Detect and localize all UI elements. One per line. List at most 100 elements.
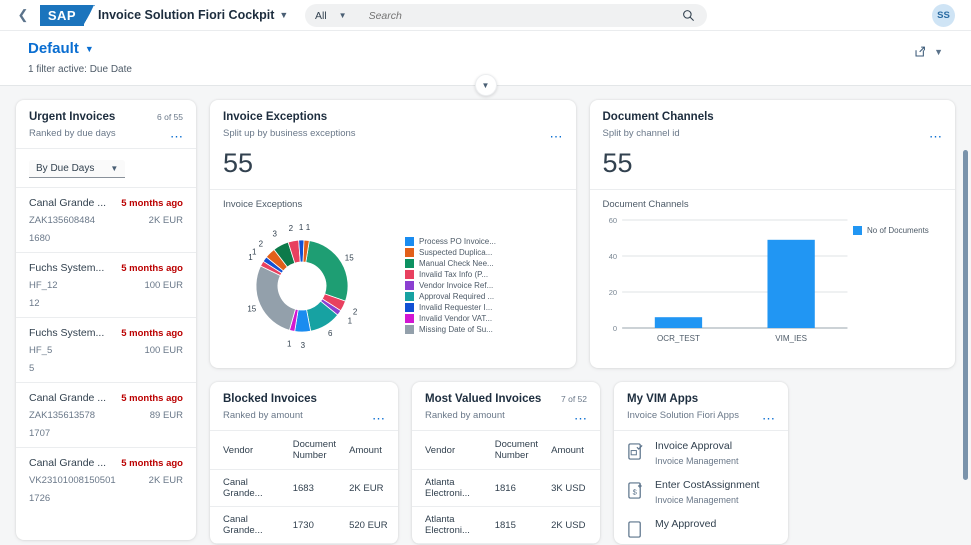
card-overflow-menu[interactable]: ⋯ (762, 411, 776, 426)
list-item[interactable]: Canal Grande ... 5 months ago ZAK1356135… (16, 383, 196, 447)
avatar[interactable]: SS (932, 4, 955, 27)
search-bar[interactable]: All ▼ (305, 4, 707, 27)
card-overflow-menu[interactable]: ⋯ (574, 411, 588, 426)
donut-slice[interactable] (305, 240, 349, 302)
bar-chart-area: 0 20 40 60 OCR_TEST VIM_IES No of Documents (590, 210, 956, 368)
legend-swatch (853, 226, 862, 235)
app-item-invoice-approval[interactable]: Invoice Approval Invoice Management (614, 431, 788, 470)
invoice-age: 5 months ago (121, 393, 183, 404)
scrollbar-track[interactable] (960, 117, 971, 545)
chevron-down-icon: ▼ (934, 46, 943, 57)
card-header: Most Valued Invoices 7 of 52 Ranked by a… (412, 382, 600, 430)
bar[interactable] (654, 317, 702, 328)
invoice-document: VK23101008150501 (29, 475, 116, 486)
legend-item[interactable]: Missing Date of Su... (405, 324, 568, 334)
invoice-id: 1726 (29, 493, 51, 504)
search-input[interactable] (356, 9, 679, 22)
sort-select[interactable]: By Due Days ▼ (29, 160, 126, 178)
card-subtitle: Split by channel id (602, 128, 680, 139)
collapse-filterbar-button[interactable]: ▼ (474, 74, 497, 96)
card-title: Urgent Invoices (29, 111, 116, 123)
invoice-amount: 2K EUR (148, 475, 183, 486)
card-header: Blocked Invoices Ranked by amount ⋯ (210, 382, 398, 430)
card-subtitle: Ranked by due days (29, 128, 116, 139)
column-header: Document Number (494, 430, 552, 470)
legend-item[interactable]: Suspected Duplica... (405, 247, 568, 257)
donut-slice-label: 15 (247, 304, 256, 313)
list-item[interactable]: Fuchs System... 5 months ago HF_5 100 EU… (16, 318, 196, 382)
card-title: Document Channels (602, 111, 714, 123)
kpi-value: 55 (223, 148, 254, 178)
legend-label: Invalid Vendor VAT... (419, 313, 493, 323)
back-button[interactable]: ❮ (17, 7, 29, 22)
table-row[interactable]: Atlanta Electroni... 1815 2K USD (412, 506, 600, 544)
column-header: Vendor (210, 430, 293, 470)
y-axis-tick-label: 0 (612, 324, 616, 333)
search-scope-select[interactable]: All ▼ (315, 10, 357, 22)
donut-slice[interactable] (255, 265, 296, 331)
table-row[interactable]: Canal Grande... 1730 520 EUR (210, 506, 398, 544)
share-button[interactable]: ▼ (914, 45, 943, 58)
donut-chart[interactable]: 15 2 1 6 3 1 15 1 1 2 3 2 1 1 (224, 216, 399, 356)
legend-label: Manual Check Nee... (419, 258, 494, 268)
kpi-value: 55 (602, 148, 633, 178)
y-axis-tick-label: 20 (608, 288, 616, 297)
card-subtitle: Split up by business exceptions (223, 128, 356, 139)
legend-item[interactable]: Process PO Invoice... (405, 236, 568, 246)
legend-item[interactable]: Invalid Tax Info (P... (405, 269, 568, 279)
app-item-enter-costassignment[interactable]: $ Enter CostAssignment Invoice Managemen… (614, 470, 788, 509)
table-row[interactable]: Canal Grande... 1683 2K EUR (210, 469, 398, 507)
donut-slice-label: 6 (328, 329, 333, 338)
legend-label: Invalid Tax Info (P... (419, 269, 489, 279)
legend-item[interactable]: Vendor Invoice Ref... (405, 280, 568, 290)
table-header-row: Vendor Document Number Amount (210, 430, 398, 470)
legend-swatch (405, 302, 414, 312)
app-description: Invoice Management (655, 495, 739, 505)
legend-label: Process PO Invoice... (419, 236, 496, 246)
chevron-down-icon: ▼ (84, 43, 94, 54)
variant-selector[interactable]: Default ▼ (28, 40, 94, 57)
legend-item[interactable]: Approval Required ... (405, 291, 568, 301)
legend-label: Approval Required ... (419, 291, 495, 301)
legend-item[interactable]: Manual Check Nee... (405, 258, 568, 268)
sap-logo[interactable]: SAP (40, 4, 95, 26)
invoice-age: 5 months ago (121, 198, 183, 209)
app-title[interactable]: Invoice Solution Fiori Cockpit ▼ (98, 8, 288, 22)
card-overflow-menu[interactable]: ⋯ (170, 129, 184, 144)
table-header-row: Vendor Document Number Amount (412, 430, 600, 470)
list-item[interactable]: Fuchs System... 5 months ago HF_12 100 E… (16, 253, 196, 317)
list-item[interactable]: Canal Grande ... 5 months ago VK23101008… (16, 448, 196, 512)
card-overflow-menu[interactable]: ⋯ (549, 129, 564, 144)
card-title: Most Valued Invoices (425, 393, 542, 405)
table-row[interactable]: Atlanta Electroni... 1816 3K USD (412, 469, 600, 507)
column-header: Document Number (292, 430, 350, 470)
document-check-icon (628, 443, 643, 460)
search-icon[interactable] (679, 7, 697, 25)
legend-swatch (405, 236, 414, 246)
scrollbar-thumb[interactable] (963, 150, 968, 480)
legend-swatch (405, 313, 414, 323)
card-count: 6 of 55 (157, 112, 183, 122)
legend-item[interactable]: Invalid Requester I... (405, 302, 568, 312)
invoice-age: 5 months ago (121, 328, 183, 339)
blocked-invoices-table: Vendor Document Number Amount Canal Gran… (210, 430, 398, 544)
most-valued-invoices-table: Vendor Document Number Amount Atlanta El… (412, 430, 600, 544)
donut-slice-label: 2 (259, 239, 264, 248)
card-overflow-menu[interactable]: ⋯ (372, 411, 386, 426)
card-overflow-menu[interactable]: ⋯ (929, 129, 943, 144)
variant-label: Default (28, 40, 79, 57)
legend-swatch (405, 324, 414, 334)
legend-item[interactable]: No of Documents (853, 226, 945, 235)
search-scope-label: All (315, 9, 327, 22)
donut-slice-label: 1 (287, 339, 292, 348)
cell-vendor: Canal Grande... (210, 506, 293, 544)
invoice-vendor: Canal Grande ... (29, 392, 107, 404)
bar-chart[interactable]: 0 20 40 60 OCR_TEST VIM_IES (600, 212, 854, 360)
app-item-my-approved[interactable]: My Approved (614, 509, 788, 543)
legend-item[interactable]: Invalid Vendor VAT... (405, 313, 568, 323)
bar[interactable] (766, 239, 815, 328)
card-count: 7 of 52 (561, 394, 587, 404)
card-header: My VIM Apps Invoice Solution Fiori Apps … (614, 382, 788, 430)
donut-slice[interactable] (302, 239, 310, 263)
list-item[interactable]: Canal Grande ... 5 months ago ZAK1356084… (16, 188, 196, 252)
